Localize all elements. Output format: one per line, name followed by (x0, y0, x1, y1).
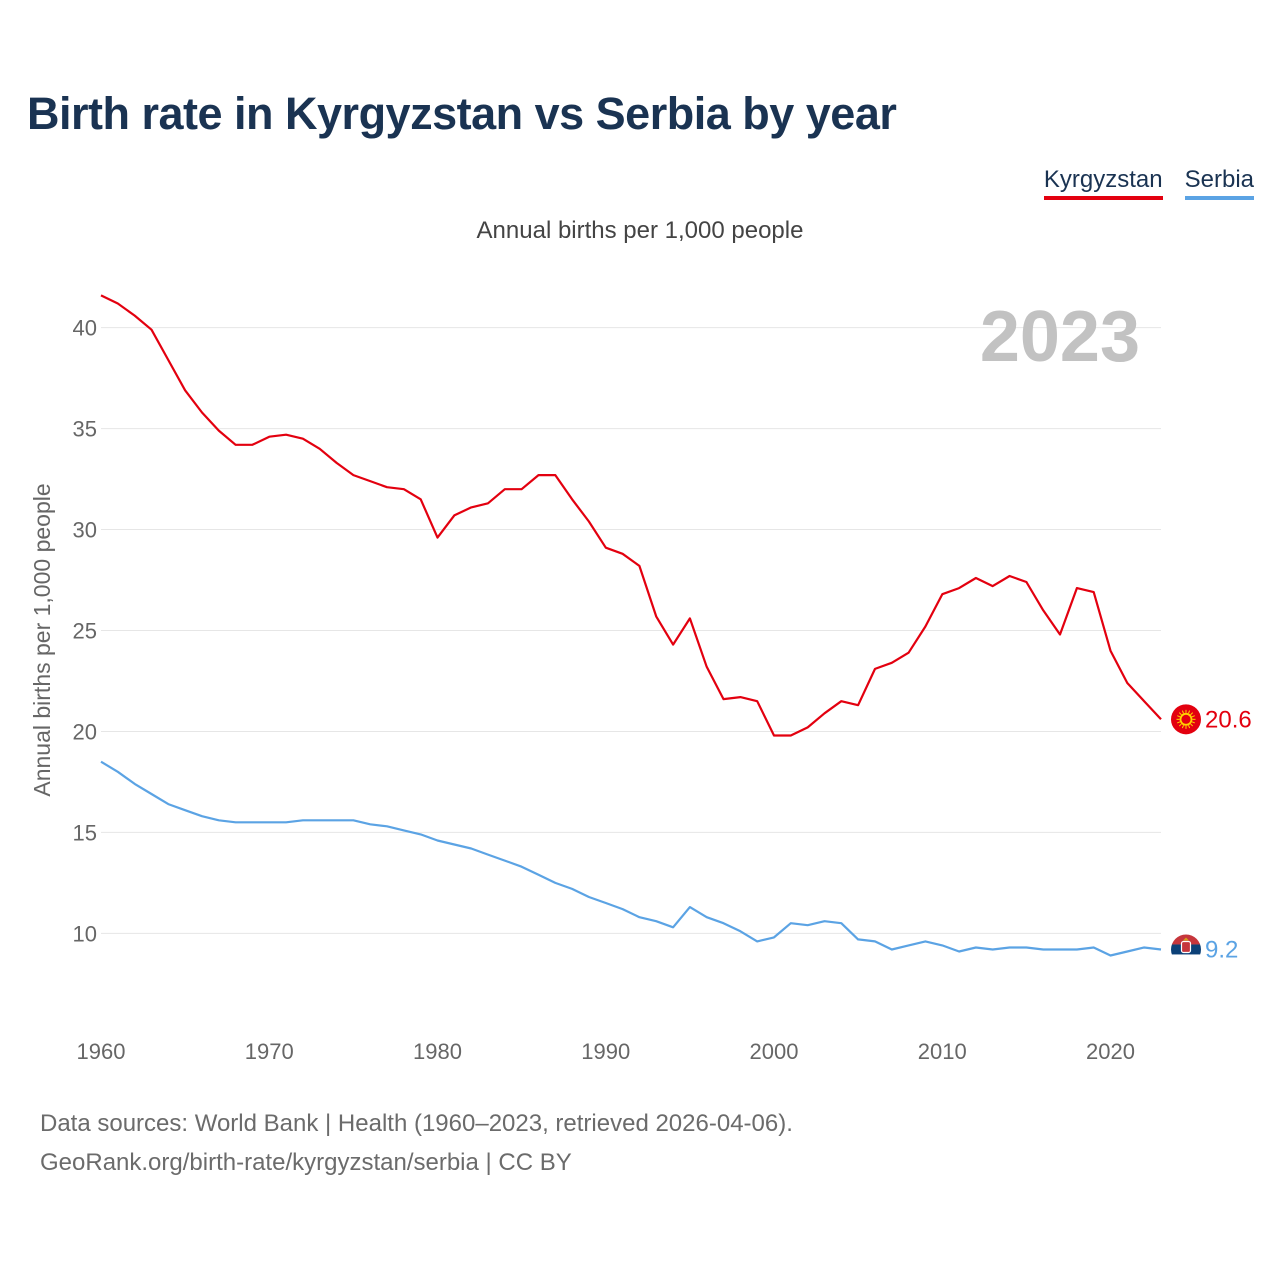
legend-item-kyrgyzstan[interactable]: Kyrgyzstan (1043, 166, 1163, 200)
series-end-markers: 20.6 9.2 (1171, 704, 1252, 965)
x-tick-label: 2000 (750, 1039, 799, 1064)
end-label-serbia: 9.2 (1205, 936, 1238, 963)
source-line-data: Data sources: World Bank | Health (1960–… (40, 1110, 793, 1137)
x-tick-label: 2020 (1086, 1039, 1135, 1064)
source-line-url[interactable]: GeoRank.org/birth-rate/kyrgyzstan/serbia… (40, 1149, 572, 1176)
source-note: Data sources: World Bank | Health (1960–… (40, 1104, 793, 1182)
legend-item-serbia[interactable]: Serbia (1184, 166, 1254, 200)
y-tick-label: 20 (73, 719, 97, 744)
series-line-kyrgyzstan[interactable] (100, 294, 1162, 737)
x-tick-label: 1970 (245, 1039, 294, 1064)
y-tick-label: 15 (73, 820, 97, 845)
y-axis-label: Annual births per 1,000 people (29, 483, 55, 796)
flag-serbia-icon (1171, 934, 1201, 965)
end-label-kyrgyzstan: 20.6 (1205, 706, 1252, 733)
y-tick-label: 30 (73, 518, 97, 543)
x-axis-ticks: 1960 1970 1980 1990 2000 2010 2020 (77, 1039, 1135, 1064)
y-tick-label: 40 (73, 316, 97, 341)
y-tick-label: 35 (73, 417, 97, 442)
flag-kyrgyzstan-icon (1171, 704, 1201, 735)
y-axis-ticks: 10 15 20 25 30 35 40 (73, 316, 97, 947)
year-watermark: 2023 (980, 297, 1140, 377)
legend: Kyrgyzstan Serbia (1043, 166, 1254, 200)
y-tick-label: 25 (73, 619, 97, 644)
series-lines (100, 294, 1162, 957)
x-tick-label: 1990 (581, 1039, 630, 1064)
x-tick-label: 1980 (413, 1039, 462, 1064)
chart-title: Birth rate in Kyrgyzstan vs Serbia by ye… (27, 88, 897, 139)
chart-subtitle: Annual births per 1,000 people (476, 217, 804, 244)
y-tick-label: 10 (73, 921, 97, 946)
gridlines (101, 327, 1161, 934)
x-tick-label: 1960 (77, 1039, 126, 1064)
series-line-serbia[interactable] (100, 760, 1162, 957)
x-tick-label: 2010 (918, 1039, 967, 1064)
